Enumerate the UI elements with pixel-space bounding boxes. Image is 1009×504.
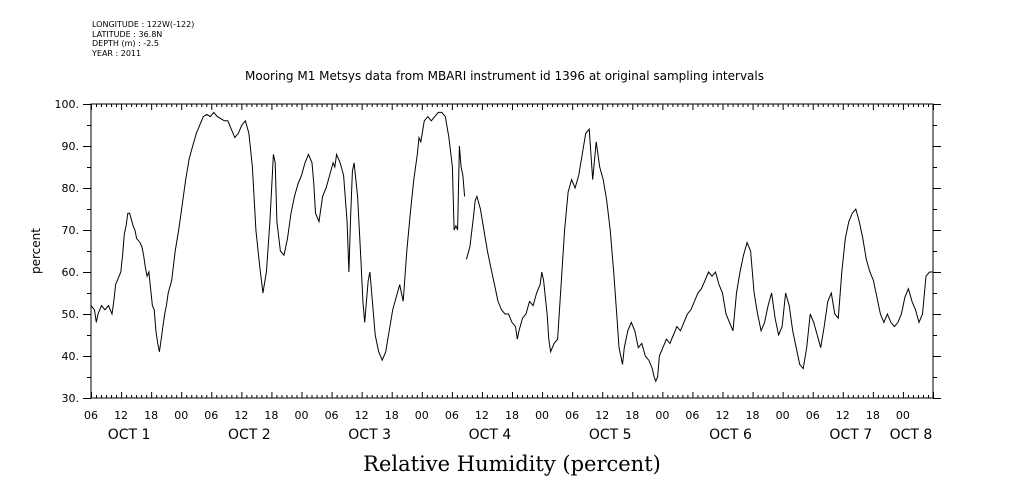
y-axis-label: percent	[29, 228, 43, 274]
x-hour-tick-label: 00	[896, 409, 910, 422]
x-hour-tick-label: 18	[866, 409, 880, 422]
x-hour-tick-label: 00	[415, 409, 429, 422]
x-date-label: OCT 6	[709, 427, 752, 443]
plot-frame	[90, 103, 934, 399]
x-hour-tick-label: 12	[595, 409, 609, 422]
y-tick-label: 70.	[62, 224, 80, 237]
x-hour-tick-label: 06	[204, 409, 218, 422]
x-hour-tick-label: 12	[716, 409, 730, 422]
x-hour-tick-label: 18	[505, 409, 519, 422]
x-hour-tick-label: 12	[836, 409, 850, 422]
x-date-label: OCT 3	[348, 427, 391, 443]
x-hour-tick-label: 06	[325, 409, 339, 422]
station-metadata: LONGITUDE : 122W(-122) LATITUDE : 36.8N …	[92, 20, 194, 58]
x-hour-tick-label: 18	[264, 409, 278, 422]
x-date-label: OCT 4	[469, 427, 512, 443]
x-hour-tick-label: 18	[385, 409, 399, 422]
x-date-label: OCT 5	[589, 427, 632, 443]
year-label: YEAR : 2011	[92, 48, 142, 58]
x-hour-tick-label: 00	[535, 409, 549, 422]
y-tick-label: 80.	[62, 182, 80, 195]
x-date-label: OCT 7	[829, 427, 872, 443]
latitude-label: LATITUDE : 36.8N	[92, 29, 163, 39]
x-hour-tick-label: 12	[355, 409, 369, 422]
humidity-series-line	[465, 127, 933, 383]
y-tick-label: 40.	[62, 350, 80, 363]
x-hour-tick-label: 18	[625, 409, 639, 422]
y-tick-label: 30.	[62, 392, 80, 405]
x-hour-tick-label: 00	[295, 409, 309, 422]
y-tick-label: 50.	[62, 308, 80, 321]
humidity-series-line	[90, 111, 466, 362]
x-date-label: OCT 2	[228, 427, 271, 443]
x-hour-tick-label: 06	[84, 409, 98, 422]
x-hour-tick-label: 06	[445, 409, 459, 422]
y-tick-label: 100.	[55, 98, 80, 111]
chart-title: Mooring M1 Metsys data from MBARI instru…	[245, 69, 764, 83]
x-hour-tick-label: 18	[144, 409, 158, 422]
x-hour-tick-label: 06	[565, 409, 579, 422]
x-hour-tick-label: 00	[174, 409, 188, 422]
x-hour-tick-label: 00	[655, 409, 669, 422]
x-hour-tick-label: 06	[685, 409, 699, 422]
x-hour-tick-label: 18	[746, 409, 760, 422]
x-hour-tick-label: 12	[234, 409, 248, 422]
x-hour-tick-label: 00	[776, 409, 790, 422]
x-date-label: OCT 8	[890, 427, 933, 443]
y-tick-label: 90.	[62, 140, 80, 153]
x-hour-tick-label: 12	[475, 409, 489, 422]
x-hour-tick-label: 06	[806, 409, 820, 422]
chart-subtitle: Relative Humidity (percent)	[363, 452, 661, 476]
x-date-label: OCT 1	[108, 427, 151, 443]
y-tick-label: 60.	[62, 266, 80, 279]
depth-label: DEPTH (m) : -2.5	[92, 39, 159, 48]
longitude-label: LONGITUDE : 122W(-122)	[92, 20, 195, 29]
x-hour-tick-label: 12	[114, 409, 128, 422]
